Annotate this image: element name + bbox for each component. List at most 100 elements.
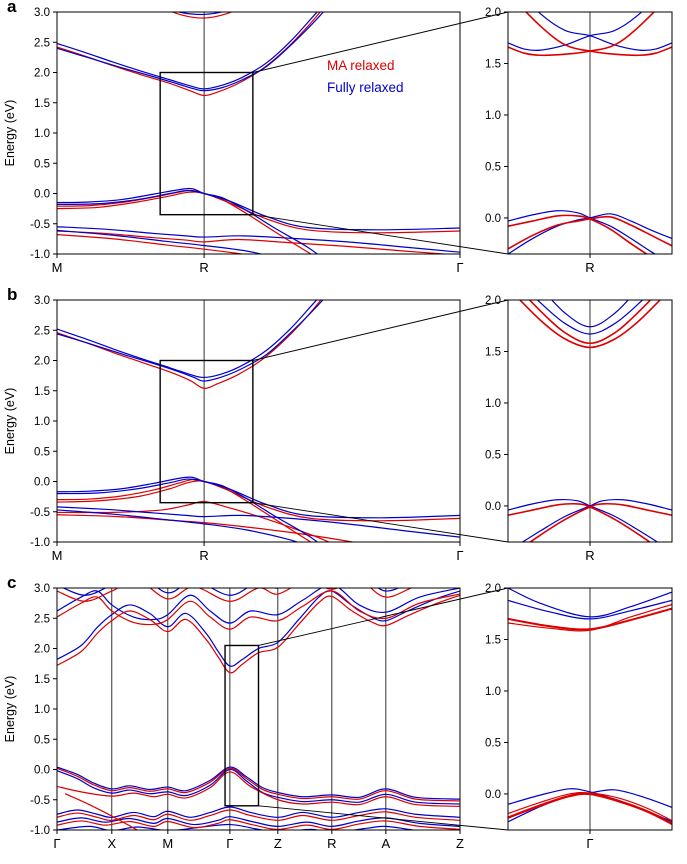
c-main-fr-val-2	[57, 768, 460, 805]
zoom-connector-bottom	[252, 502, 509, 543]
panel-a-charts: 3.0 2.5 2.0 1.5 1.0 0.5 0.0 -0.5 -1.0M R Γ Energy (…	[3, 7, 673, 275]
svg-text:3.0: 3.0	[34, 583, 50, 595]
b-inset-series	[508, 300, 672, 542]
b-inset-xticks: R	[585, 542, 595, 563]
svg-text:1.5: 1.5	[485, 634, 501, 646]
zoom-connector-top	[258, 587, 509, 646]
svg-text:3.0: 3.0	[34, 7, 50, 19]
legend: MA relaxed Fully relaxed	[327, 55, 404, 100]
c-main-ma-cond-3	[57, 588, 413, 602]
svg-text:2.0: 2.0	[485, 295, 501, 307]
svg-text:-1.0: -1.0	[30, 249, 50, 261]
a-main-fr-val-1	[57, 187, 319, 254]
svg-text:Γ: Γ	[226, 836, 233, 851]
c-inset-fr-zoom-cond-2	[508, 588, 672, 618]
a-inset-fr-zoom-val-2	[508, 213, 672, 254]
c-inset-ma-zoom-val-2	[508, 791, 672, 822]
svg-text:1.5: 1.5	[485, 346, 501, 358]
a-main-ma-cond-upper	[170, 12, 234, 19]
svg-text:1.0: 1.0	[34, 128, 50, 140]
b-main-ma-cond	[57, 300, 322, 389]
c-main-vlines	[111, 588, 387, 830]
a-main-ma-val-2	[57, 191, 460, 234]
b-main-fr-val-3	[57, 506, 460, 538]
svg-text:1.5: 1.5	[34, 386, 50, 398]
c-inset-ma-zoom-cond-1	[508, 607, 672, 631]
svg-text:2.5: 2.5	[34, 37, 50, 49]
c-main-zoom-rect	[224, 644, 260, 807]
svg-text:1.0: 1.0	[34, 416, 50, 428]
b-inset-ma-zoom-cond-2	[528, 300, 652, 345]
c-main-ma-cond-1	[57, 594, 460, 674]
svg-text:M: M	[52, 260, 63, 275]
legend-item-ma-relaxed: MA relaxed	[327, 58, 395, 73]
a-main-fr-cond-upper	[175, 12, 225, 16]
svg-text:X: X	[107, 836, 116, 851]
a-main-fr-cond-1	[57, 12, 318, 90]
a-main-fr-cond-2	[57, 12, 325, 92]
a-main-fr-val-3	[57, 226, 460, 253]
c-main-fr-cond-2	[57, 588, 460, 624]
b-inset-fr-zoom-cond-2	[551, 300, 629, 328]
b-main-fr-cond-1	[57, 300, 318, 379]
svg-text:1.0: 1.0	[485, 110, 501, 122]
svg-text:0.5: 0.5	[485, 449, 501, 461]
a-inset-xticks: R	[585, 254, 595, 275]
svg-text:-0.5: -0.5	[30, 795, 50, 807]
a-inset-ma-zoom-cond-2	[508, 12, 656, 57]
c-main-fr-val-1	[57, 766, 460, 800]
a-main-zoom-rect	[159, 71, 254, 216]
a-inset-fr-zoom-cond-2	[508, 12, 643, 51]
svg-text:0.5: 0.5	[485, 737, 501, 749]
zoom-connector-top	[252, 299, 509, 361]
svg-text:Z: Z	[456, 836, 464, 851]
a-main-ylabel: Energy (eV)	[3, 100, 17, 167]
b-inset-ma-zoom-val-1	[508, 502, 652, 542]
a-main-yticks: 3.0 2.5 2.0 1.5 1.0 0.5 0.0 -0.5 -1.0	[30, 7, 57, 261]
c-main-ma-cond-2	[57, 590, 460, 630]
svg-text:2.0: 2.0	[34, 644, 50, 656]
svg-text:R: R	[585, 260, 594, 275]
c-main-fr-cond-3	[62, 588, 400, 596]
svg-text:0.5: 0.5	[485, 161, 501, 173]
svg-text:-1.0: -1.0	[30, 537, 50, 549]
b-main-yticks: 3.0 2.5 2.0 1.5 1.0 0.5 0.0 -0.5 -1.0	[30, 295, 57, 549]
svg-text:0.0: 0.0	[34, 477, 50, 489]
b-main-fr-val-4	[57, 509, 299, 542]
c-main-ma-val-3	[57, 809, 460, 821]
svg-text:Z: Z	[274, 836, 282, 851]
svg-text:Γ: Γ	[586, 836, 593, 851]
a-inset-ma-zoom-cond-1	[524, 12, 672, 57]
svg-text:R: R	[327, 836, 336, 851]
c-inset-ma-zoom-val-1	[508, 792, 672, 825]
b-main-fr-val-2	[57, 478, 460, 519]
svg-text:R: R	[585, 548, 594, 563]
svg-text:0.0: 0.0	[485, 501, 501, 513]
svg-text:A: A	[382, 836, 391, 851]
c-main-ma-val-1	[57, 767, 460, 802]
svg-text:2.0: 2.0	[34, 356, 50, 368]
svg-text:0.5: 0.5	[34, 446, 50, 458]
svg-text:3.0: 3.0	[34, 295, 50, 307]
svg-text:0.0: 0.0	[34, 765, 50, 777]
panel-a: a 3.0 2.5 2.0 1.5 1.0 0.5 0.0 -0.5 -1.0 M R Γ Energy…	[0, 0, 687, 288]
panel-c: c 3.0 2.5 2.0 1.5 1.0 0.5 0.0 -0.5 -1.0 Γ X M Γ Z R A Z E…	[0, 573, 687, 864]
b-main-ylabel: Energy (eV)	[3, 388, 17, 455]
svg-text:2.0: 2.0	[485, 7, 501, 19]
svg-text:M: M	[52, 548, 63, 563]
a-inset-series	[508, 12, 672, 254]
b-inset-fr-zoom-val-2	[521, 498, 672, 542]
svg-text:M: M	[162, 836, 173, 851]
svg-text:0.0: 0.0	[485, 213, 501, 225]
svg-text:Γ: Γ	[53, 836, 60, 851]
svg-text:2.5: 2.5	[34, 325, 50, 337]
legend-item-fully-relaxed: Fully relaxed	[327, 80, 404, 96]
svg-text:0.0: 0.0	[485, 789, 501, 801]
b-inset-ma-zoom-cond-1	[518, 300, 662, 349]
svg-text:1.5: 1.5	[34, 674, 50, 686]
c-main-fr-val-4	[57, 816, 460, 827]
panel-b: b 3.0 2.5 2.0 1.5 1.0 0.5 0.0 -0.5 -1.0 M R Γ Energy…	[0, 285, 687, 576]
c-inset-fr-zoom-cond-1	[508, 599, 672, 620]
